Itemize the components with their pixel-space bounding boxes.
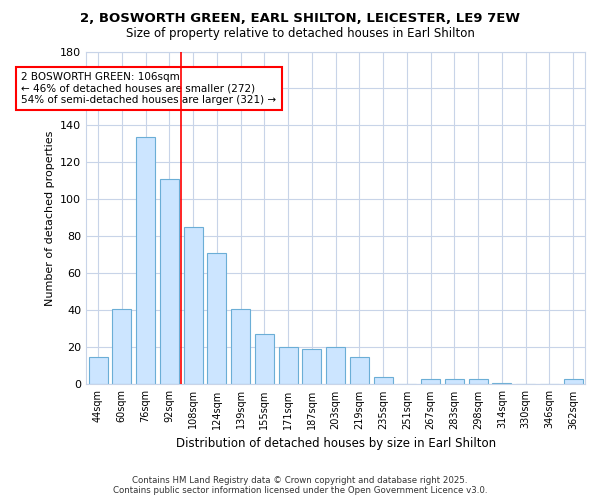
Bar [421, 379, 440, 384]
Bar [302, 350, 322, 384]
Bar [207, 253, 226, 384]
Text: 2, BOSWORTH GREEN, EARL SHILTON, LEICESTER, LE9 7EW: 2, BOSWORTH GREEN, EARL SHILTON, LEICEST… [80, 12, 520, 26]
Bar [231, 308, 250, 384]
Text: Size of property relative to detached houses in Earl Shilton: Size of property relative to detached ho… [125, 28, 475, 40]
Bar [278, 348, 298, 385]
Bar [374, 377, 392, 384]
Bar [350, 356, 369, 384]
Bar [563, 379, 583, 384]
Text: Contains HM Land Registry data © Crown copyright and database right 2025.
Contai: Contains HM Land Registry data © Crown c… [113, 476, 487, 495]
Bar [184, 227, 203, 384]
Bar [255, 334, 274, 384]
Bar [112, 308, 131, 384]
Bar [160, 179, 179, 384]
Bar [445, 379, 464, 384]
Bar [89, 356, 107, 384]
Bar [326, 348, 345, 385]
Text: 2 BOSWORTH GREEN: 106sqm
← 46% of detached houses are smaller (272)
54% of semi-: 2 BOSWORTH GREEN: 106sqm ← 46% of detach… [22, 72, 277, 105]
Bar [136, 136, 155, 384]
Y-axis label: Number of detached properties: Number of detached properties [44, 130, 55, 306]
Bar [493, 382, 511, 384]
Bar [469, 379, 488, 384]
X-axis label: Distribution of detached houses by size in Earl Shilton: Distribution of detached houses by size … [176, 437, 496, 450]
